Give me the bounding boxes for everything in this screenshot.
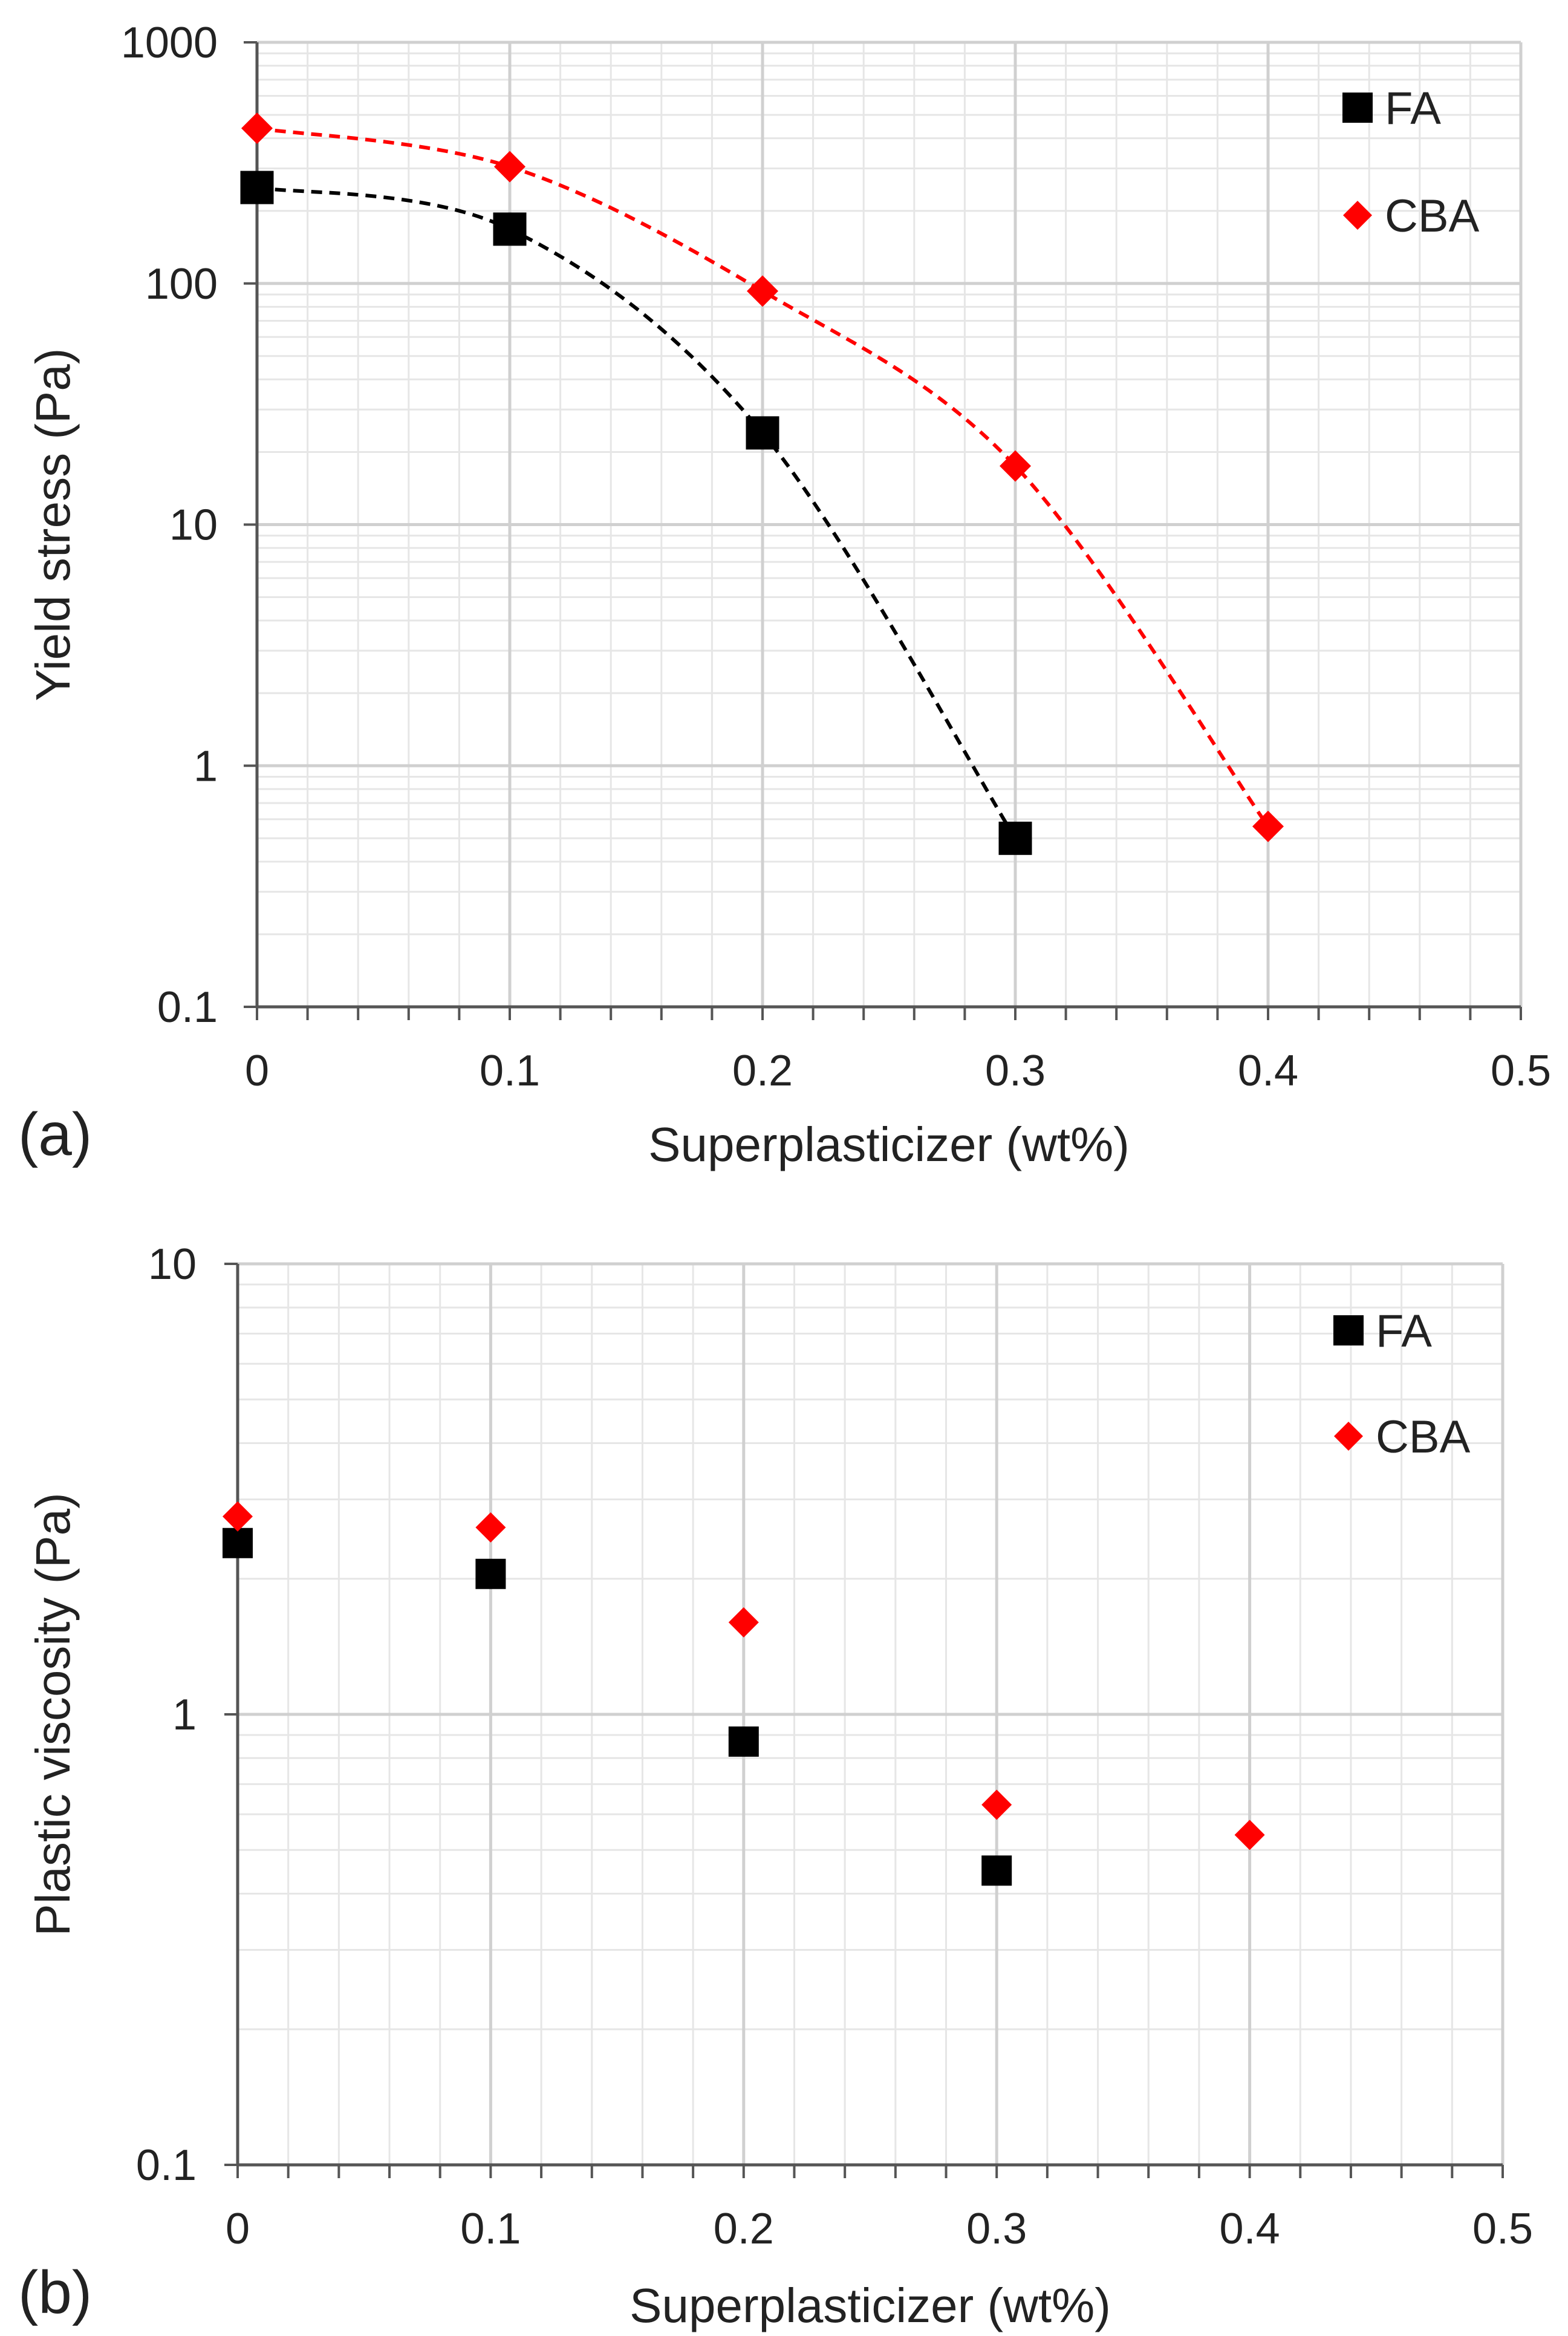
data-point-fa [728,1726,759,1757]
x-tick-label: 0.2 [732,1047,793,1095]
y-tick-label: 100 [145,260,218,308]
trend-line-cba [256,126,1270,828]
data-point-cba [223,1501,253,1532]
panel-label: (a) [18,1101,92,1168]
panel-label: (b) [18,2259,92,2326]
y-tick-label: 1 [172,1691,197,1739]
data-point-fa [223,1528,253,1558]
series-fa [240,171,1032,855]
data-point-cba [1000,450,1031,482]
x-tick-label: 0.5 [1491,1047,1551,1095]
data-point-cba [494,151,525,183]
data-point-fa [998,821,1032,855]
data-point-fa [240,171,274,204]
legend-label: FA [1385,83,1441,134]
data-point-fa [475,1558,506,1589]
x-tick-label: 0.3 [985,1047,1046,1095]
legend-label: FA [1376,1306,1432,1357]
legend-marker-diamond [1343,201,1372,230]
data-point-fa [981,1855,1012,1886]
series-cba [241,112,1284,842]
x-tick-label: 0.1 [480,1047,540,1095]
x-tick-label: 0.5 [1472,2205,1533,2253]
x-tick-label: 0.1 [460,2205,521,2253]
legend-marker-diamond [1334,1422,1363,1451]
y-tick-label: 0.1 [136,2141,197,2190]
y-tick-label: 10 [169,501,218,550]
x-tick-label: 0 [245,1047,269,1095]
trend-line-fa [256,186,1017,839]
data-point-cba [981,1789,1012,1820]
legend-entry-fa: FA [1342,83,1441,134]
data-point-cba [1234,1820,1265,1850]
y-tick-label: 0.1 [157,983,218,1032]
legend-entry-fa: FA [1333,1306,1432,1357]
y-tick-label: 1000 [121,19,218,67]
legend-label: CBA [1376,1411,1471,1463]
y-tick-label: 10 [148,1240,197,1289]
chart-panel-a: 0 0.1 0.2 0.3 0.4 0.5 0.1 1 10 100 1000 Superplasti… [18,19,1551,1171]
y-axis-label: Plastic viscosity (Pa) [26,1492,80,1936]
chart-panel-b: 0 0.1 0.2 0.3 0.4 0.5 0.1 1 10 Superplasticizer (… [18,1240,1533,2332]
data-point-cba [241,112,273,145]
y-axis-label: Yield stress (Pa) [26,348,80,701]
legend-label: CBA [1385,190,1480,242]
grid [255,41,1523,1009]
x-axis-label: Superplasticizer (wt%) [629,2279,1111,2332]
legend-entry-cba: CBA [1343,190,1480,242]
x-tick-label: 0.2 [714,2205,774,2253]
grid [236,1262,1505,2167]
series-cba [223,1501,1265,1850]
data-point-fa [746,416,779,450]
data-point-cba [728,1607,759,1638]
legend-entry-cba: CBA [1334,1411,1471,1463]
data-point-cba [1252,810,1284,842]
series-fa [223,1528,1012,1886]
data-point-cba [747,275,778,307]
x-tick-label: 0 [226,2205,250,2253]
data-point-fa [493,212,527,246]
y-tick-label: 1 [194,742,218,790]
x-tick-label: 0.4 [1238,1047,1298,1095]
data-point-cba [475,1512,506,1543]
legend-marker-square [1342,93,1373,123]
x-tick-label: 0.4 [1220,2205,1280,2253]
x-tick-label: 0.3 [966,2205,1027,2253]
legend-marker-square [1333,1315,1364,1345]
x-axis-label: Superplasticizer (wt%) [648,1118,1130,1171]
